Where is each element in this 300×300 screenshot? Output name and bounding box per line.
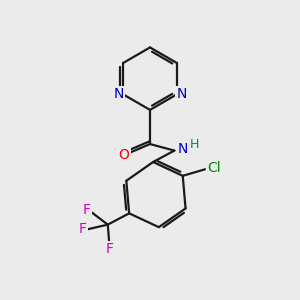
Text: N: N	[113, 87, 124, 101]
Text: H: H	[190, 138, 199, 151]
Text: N: N	[176, 87, 187, 101]
Text: O: O	[119, 148, 130, 162]
Text: F: F	[79, 222, 87, 236]
Text: F: F	[106, 242, 114, 256]
Text: Cl: Cl	[207, 161, 221, 175]
Text: N: N	[178, 142, 188, 156]
Text: F: F	[83, 203, 91, 218]
